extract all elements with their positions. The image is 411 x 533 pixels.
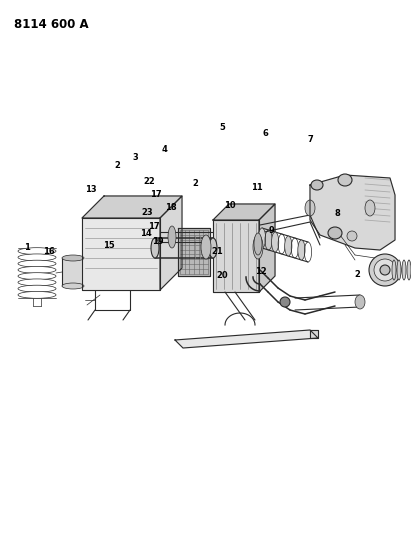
Text: 22: 22 bbox=[143, 177, 155, 185]
Text: 2: 2 bbox=[192, 180, 198, 188]
Text: 4: 4 bbox=[162, 145, 167, 154]
Text: 15: 15 bbox=[103, 241, 115, 249]
Polygon shape bbox=[310, 175, 395, 250]
Ellipse shape bbox=[355, 295, 365, 309]
Polygon shape bbox=[259, 204, 275, 292]
Text: 10: 10 bbox=[224, 201, 236, 210]
Ellipse shape bbox=[369, 254, 401, 286]
Ellipse shape bbox=[407, 260, 411, 280]
Ellipse shape bbox=[18, 266, 56, 273]
Text: 8: 8 bbox=[334, 209, 340, 217]
Text: 11: 11 bbox=[251, 183, 263, 192]
Text: 16: 16 bbox=[43, 247, 54, 256]
Ellipse shape bbox=[285, 236, 292, 256]
Polygon shape bbox=[175, 330, 318, 348]
Text: 8114 600 A: 8114 600 A bbox=[14, 18, 89, 31]
Ellipse shape bbox=[18, 273, 56, 280]
Text: 19: 19 bbox=[152, 237, 164, 246]
Polygon shape bbox=[310, 330, 318, 338]
Ellipse shape bbox=[272, 232, 279, 252]
Ellipse shape bbox=[311, 180, 323, 190]
Ellipse shape bbox=[254, 233, 262, 255]
Ellipse shape bbox=[209, 238, 217, 258]
Polygon shape bbox=[82, 196, 182, 218]
Ellipse shape bbox=[280, 297, 290, 307]
Ellipse shape bbox=[151, 238, 159, 258]
Text: 14: 14 bbox=[140, 229, 152, 238]
Text: 20: 20 bbox=[216, 271, 228, 280]
Text: 2: 2 bbox=[114, 161, 120, 169]
Ellipse shape bbox=[18, 248, 56, 255]
Text: 7: 7 bbox=[307, 135, 313, 144]
Polygon shape bbox=[213, 220, 259, 292]
Ellipse shape bbox=[305, 200, 315, 216]
Ellipse shape bbox=[62, 255, 84, 261]
Ellipse shape bbox=[392, 260, 396, 280]
Ellipse shape bbox=[62, 283, 84, 289]
Ellipse shape bbox=[298, 240, 305, 260]
Text: 17: 17 bbox=[148, 222, 160, 231]
Text: 6: 6 bbox=[262, 129, 268, 138]
Ellipse shape bbox=[397, 260, 401, 280]
Polygon shape bbox=[178, 228, 210, 276]
Text: 13: 13 bbox=[85, 185, 96, 193]
Ellipse shape bbox=[347, 231, 357, 241]
Text: 12: 12 bbox=[255, 268, 267, 276]
Ellipse shape bbox=[253, 235, 263, 259]
Ellipse shape bbox=[380, 265, 390, 275]
Ellipse shape bbox=[18, 279, 56, 286]
Ellipse shape bbox=[18, 285, 56, 292]
Ellipse shape bbox=[168, 226, 176, 248]
Ellipse shape bbox=[374, 259, 396, 281]
Ellipse shape bbox=[365, 200, 375, 216]
Ellipse shape bbox=[18, 292, 56, 298]
Text: 3: 3 bbox=[133, 153, 139, 161]
Polygon shape bbox=[82, 218, 160, 290]
Ellipse shape bbox=[338, 174, 352, 186]
Text: 17: 17 bbox=[150, 190, 161, 199]
Polygon shape bbox=[213, 204, 275, 220]
Text: 23: 23 bbox=[141, 208, 153, 216]
Text: 18: 18 bbox=[165, 204, 176, 212]
Polygon shape bbox=[160, 196, 182, 290]
Bar bbox=[62, 258, 84, 286]
Ellipse shape bbox=[259, 228, 266, 248]
Ellipse shape bbox=[402, 260, 406, 280]
Text: 5: 5 bbox=[219, 124, 225, 132]
Text: 1: 1 bbox=[24, 244, 30, 252]
Ellipse shape bbox=[201, 235, 211, 259]
Text: 2: 2 bbox=[355, 270, 360, 279]
Ellipse shape bbox=[18, 260, 56, 267]
Text: 9: 9 bbox=[268, 227, 274, 235]
Ellipse shape bbox=[328, 227, 342, 239]
Text: 21: 21 bbox=[211, 247, 223, 256]
Ellipse shape bbox=[18, 254, 56, 261]
